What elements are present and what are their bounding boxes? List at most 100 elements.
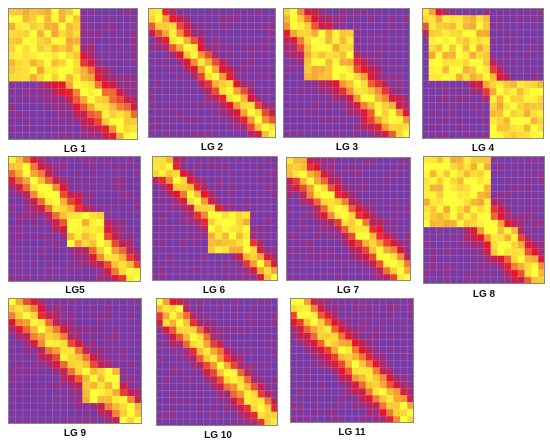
heatmap-cell [325, 123, 333, 132]
heatmap-cell [197, 101, 206, 110]
heatmap-cell [236, 232, 244, 240]
heatmap-cell [372, 325, 380, 334]
heatmap-cell [504, 184, 512, 192]
heatmap-cell [244, 390, 252, 398]
heatmap-cell [484, 198, 492, 207]
heatmap-cell [67, 226, 75, 234]
heatmap-cell [36, 44, 45, 53]
heatmap-cell [254, 101, 263, 110]
heatmap-cell [44, 177, 53, 185]
heatmap-cell [73, 110, 81, 119]
heatmap-cell [296, 353, 305, 361]
heatmap-cell [523, 117, 531, 125]
heatmap-cell [365, 367, 373, 375]
heatmap-cell [390, 232, 398, 240]
heatmap-cell [292, 184, 301, 192]
heatmap-cell [210, 354, 218, 363]
heatmap-cell [455, 8, 463, 16]
heatmap-cell [133, 177, 141, 185]
heatmap-cell [358, 374, 367, 382]
heatmap-cell [310, 367, 318, 375]
heatmap-cell [490, 234, 498, 242]
heatmap-cell [250, 190, 258, 198]
heatmap-cell [162, 326, 170, 334]
heatmap-cell [286, 198, 294, 206]
heatmap-cell [341, 184, 349, 192]
heatmap-cell [362, 163, 370, 172]
heatmap-cell [162, 362, 170, 370]
heatmap-cell [383, 253, 391, 261]
heatmap-cell [8, 22, 16, 31]
heatmap-cell [201, 225, 209, 233]
heatmap-cell [261, 123, 270, 132]
heatmap-cell [130, 15, 138, 23]
heatmap-cell [367, 44, 376, 52]
heatmap-cell [442, 22, 450, 31]
heatmap-cell [37, 226, 46, 234]
heatmap-cell [244, 347, 252, 356]
heatmap-cell [51, 81, 59, 89]
heatmap-cell [229, 232, 237, 240]
heatmap-cell [87, 37, 95, 45]
heatmap-cell [477, 269, 485, 278]
heatmap-cell [365, 318, 373, 327]
heatmap-cell [226, 58, 234, 67]
heatmap-cell [133, 233, 141, 241]
heatmap-cell [219, 8, 227, 16]
heatmap-cell [44, 254, 53, 262]
heatmap-cell [37, 240, 46, 248]
heatmap-cell [29, 15, 38, 23]
heatmap-cell [15, 319, 24, 327]
heatmap-cell [264, 376, 272, 384]
heatmap-cell [516, 51, 524, 60]
heatmap-cell [254, 58, 263, 67]
heatmap-cell [219, 130, 227, 138]
heatmap-cell [311, 65, 319, 74]
heatmap-cell [393, 353, 401, 361]
heatmap-cell [456, 170, 464, 178]
heatmap-cell [183, 58, 191, 67]
heatmap-cell [271, 211, 278, 219]
heatmap-cell [219, 73, 227, 81]
heatmap-cell [223, 390, 231, 398]
heatmap-cell [299, 246, 308, 254]
heatmap-cell [257, 305, 265, 313]
heatmap-cell [204, 44, 213, 52]
heatmap-cell [360, 116, 368, 124]
heatmap-cell [223, 376, 231, 384]
heatmap-cell [104, 275, 112, 282]
heatmap-cell [118, 184, 127, 192]
heatmap-cell [429, 163, 437, 171]
heatmap-cell [75, 382, 83, 390]
heatmap-cell [8, 74, 16, 82]
heatmap-cell [264, 362, 272, 370]
heatmap-cell [176, 369, 184, 377]
heatmap-cell [80, 15, 88, 23]
heatmap-cell [244, 340, 252, 349]
heatmap-cell [109, 15, 117, 23]
heatmap-cell [422, 102, 430, 111]
heatmap-cell [112, 361, 120, 369]
heatmap-cell [116, 15, 124, 23]
heatmap-cell [230, 404, 238, 413]
heatmap-cell [407, 374, 414, 382]
heatmap-cell [204, 87, 213, 95]
heatmap-cell [159, 162, 167, 171]
heatmap-cell [190, 73, 199, 81]
heatmap-cell [369, 177, 377, 185]
heatmap-cell [455, 73, 463, 82]
heatmap-cell [22, 382, 31, 390]
heatmap-cell [8, 44, 16, 53]
heatmap-cell [442, 66, 450, 74]
heatmap-cell [353, 130, 361, 138]
heatmap-cell [82, 410, 91, 418]
heatmap-cell [60, 340, 68, 348]
heatmap-cell [365, 311, 373, 320]
heatmap-cell [51, 30, 59, 38]
heatmap-cell [311, 87, 319, 95]
heatmap-cell [264, 204, 272, 212]
heatmap-cell [318, 101, 326, 110]
heatmap-cell [311, 73, 319, 81]
heatmap-cell [155, 51, 163, 59]
heatmap-cell [327, 225, 335, 234]
